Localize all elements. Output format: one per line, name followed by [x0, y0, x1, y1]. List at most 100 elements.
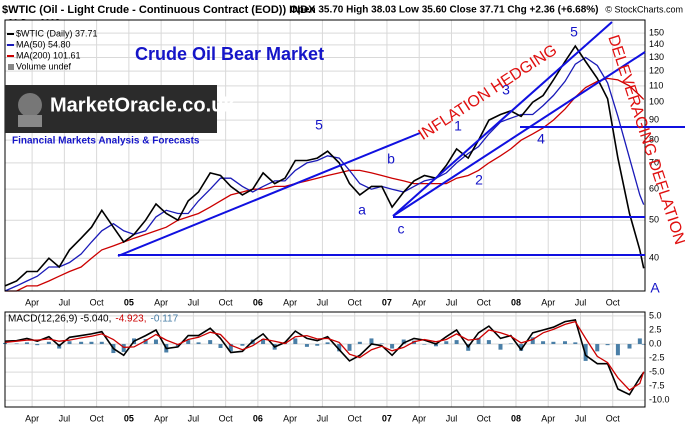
- histogram-bar: [325, 342, 330, 345]
- y-tick-label: 5.0: [649, 310, 662, 320]
- histogram-bar: [24, 342, 29, 345]
- logo-icon: [18, 115, 42, 127]
- histogram-bar: [627, 344, 632, 349]
- legend-swatch: [8, 64, 14, 70]
- histogram-bar: [530, 337, 535, 345]
- histogram-bar: [519, 344, 524, 351]
- series-line: [4, 44, 645, 287]
- x-tick-label: Jul: [446, 413, 458, 423]
- y-tick-label: 80: [649, 135, 659, 145]
- annotation: c: [398, 221, 405, 237]
- histogram-bar: [369, 338, 374, 345]
- x-tick-label: 05: [124, 297, 134, 307]
- x-tick-label: Jul: [575, 297, 587, 307]
- histogram-bar: [563, 341, 567, 345]
- histogram-bar: [401, 339, 406, 345]
- series-line: [4, 56, 645, 292]
- x-tick-label: Oct: [606, 413, 621, 423]
- histogram-bar: [476, 337, 481, 345]
- annotation: 3: [502, 82, 510, 98]
- legend-label: MA(200) 101.61: [16, 50, 81, 60]
- frame: [4, 311, 646, 408]
- legend-label: Volume undef: [16, 61, 72, 71]
- trend-line: [117, 132, 421, 257]
- annotation: 1: [454, 118, 462, 134]
- histogram-bar: [583, 344, 588, 361]
- histogram-bar: [240, 344, 245, 346]
- histogram-bar: [337, 344, 342, 352]
- x-tick-label: Jul: [446, 297, 458, 307]
- chart-title: $WTIC (Oil - Light Crude - Continuous Co…: [2, 4, 316, 16]
- x-tick-label: Oct: [606, 297, 621, 307]
- histogram-bar: [508, 343, 513, 345]
- histogram-bar: [595, 344, 600, 352]
- quote: Open 35.70 High 38.03 Low 35.60 Close 37…: [290, 5, 598, 16]
- y-tick-label: 60: [649, 184, 659, 194]
- histogram-bar: [218, 344, 223, 348]
- logo-tagline: Financial Markets Analysis & Forecasts: [12, 136, 200, 147]
- histogram-bar: [208, 340, 213, 345]
- histogram-bar: [641, 344, 646, 345]
- x-tick-label: Oct: [348, 413, 363, 423]
- histogram-bar: [486, 340, 491, 345]
- histogram-bar: [379, 343, 384, 345]
- trend-line: [392, 21, 613, 217]
- x-tick-label: 08: [511, 413, 521, 423]
- histogram-bar: [89, 341, 94, 345]
- x-tick-label: Apr: [154, 297, 168, 307]
- y-tick-label: 2.5: [649, 324, 662, 334]
- legend-label: -0.117: [151, 314, 179, 325]
- histogram-bar: [444, 341, 449, 345]
- x-tick-label: Apr: [412, 297, 426, 307]
- x-tick-label: Apr: [283, 297, 297, 307]
- histogram-bar: [67, 341, 72, 345]
- y-tick-label: 100: [649, 97, 664, 107]
- x-tick-label: Oct: [90, 413, 105, 423]
- x-tick-label: Jul: [575, 413, 587, 423]
- x-tick-label: Jul: [59, 413, 71, 423]
- x-tick-label: Apr: [283, 413, 297, 423]
- annotation: 5: [570, 24, 578, 40]
- x-tick-label: Apr: [541, 297, 555, 307]
- x-tick-label: Jul: [317, 413, 329, 423]
- x-tick-label: 06: [253, 297, 263, 307]
- legend-label: $WTIC (Daily) 37.71: [16, 28, 98, 38]
- histogram-bar: [433, 344, 438, 347]
- y-tick-label: -10.0: [649, 395, 670, 405]
- annotation: A: [650, 280, 660, 296]
- annotation: 5: [315, 117, 323, 133]
- x-tick-label: Oct: [348, 297, 363, 307]
- logo-name: MarketOracle.co.uk: [50, 94, 235, 116]
- x-tick-label: Oct: [477, 297, 492, 307]
- x-tick-label: Oct: [219, 413, 234, 423]
- histogram-bar: [551, 341, 556, 345]
- x-tick-label: Oct: [219, 297, 234, 307]
- histogram-bar: [454, 340, 459, 345]
- annotation: 2: [475, 172, 483, 188]
- y-tick-label: 70: [649, 157, 659, 167]
- series-line: [4, 320, 645, 391]
- legend-label: -4.923,: [115, 314, 146, 325]
- y-tick-label: 130: [649, 52, 664, 62]
- annotation: a: [358, 202, 366, 218]
- histogram-bar: [573, 342, 578, 345]
- histogram-bar: [293, 338, 298, 345]
- histogram-bar: [143, 338, 148, 345]
- histogram-bar: [46, 341, 51, 345]
- histogram-bar: [35, 344, 40, 346]
- histogram-bar: [498, 344, 503, 350]
- x-tick-label: Apr: [25, 297, 39, 307]
- series-line: [4, 318, 645, 396]
- y-tick-label: 120: [649, 65, 664, 75]
- histogram-bar: [196, 342, 201, 345]
- plot-area: [5, 312, 645, 407]
- y-tick-label: 110: [649, 80, 663, 90]
- x-tick-label: 07: [382, 297, 392, 307]
- histogram-bar: [304, 344, 309, 347]
- x-tick-label: 05: [124, 413, 134, 423]
- histogram-bar: [615, 344, 620, 356]
- histogram-bar: [186, 340, 191, 345]
- x-tick-label: Jul: [59, 297, 71, 307]
- histogram-bar: [390, 344, 395, 349]
